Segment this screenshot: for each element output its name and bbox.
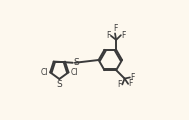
Text: F: F xyxy=(130,73,135,82)
Text: Cl: Cl xyxy=(70,68,78,77)
Text: F: F xyxy=(129,79,133,88)
Text: F: F xyxy=(113,24,117,33)
Text: F: F xyxy=(106,31,110,40)
Text: Cl: Cl xyxy=(41,68,48,77)
Text: F: F xyxy=(117,80,122,89)
Text: F: F xyxy=(122,31,126,40)
Text: S: S xyxy=(57,80,62,89)
Text: S: S xyxy=(73,58,79,67)
